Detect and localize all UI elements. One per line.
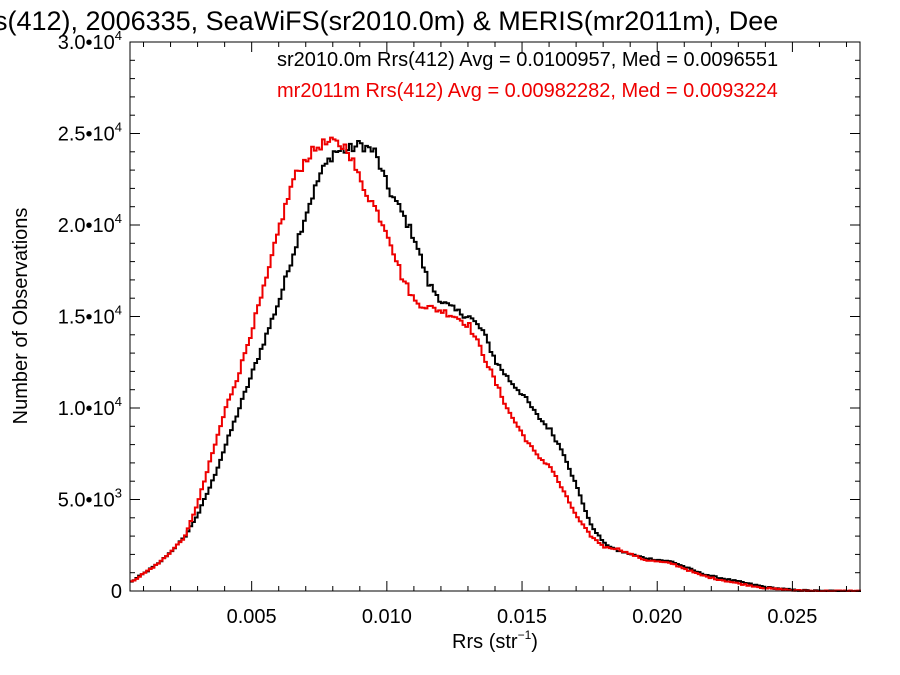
series-line-sr2010	[130, 140, 861, 592]
x-tick-label: 0.020	[632, 606, 682, 628]
legend-entry-mr2011: mr2011m Rrs(412) Avg = 0.00982282, Med =…	[277, 80, 778, 102]
y-tick-label: 2.0•104	[58, 211, 122, 237]
y-tick-label: 2.5•104	[58, 120, 122, 146]
y-axis: 0 5.0•103 1.0•104 1.5•104 2.0•104 2.5•104 3.0•…	[58, 28, 860, 603]
plot-lines	[130, 136, 861, 592]
x-axis: 0.005 0.010 0.015 0.020 0.025	[143, 42, 847, 628]
x-axis-label-text: Rrs (str	[452, 631, 518, 653]
x-tick-label: 0.010	[362, 606, 412, 628]
x-tick-label: 0.025	[767, 606, 817, 628]
y-tick-label: 1.0•104	[58, 394, 122, 420]
series-line-mr2011	[130, 136, 861, 592]
x-axis-label-close: )	[531, 631, 538, 653]
legend-entry-sr2010: sr2010.0m Rrs(412) Avg = 0.0100957, Med …	[277, 49, 778, 71]
x-tick-label: 0.005	[227, 606, 277, 628]
y-tick-label: 1.5•104	[58, 303, 122, 329]
y-tick-label: 3.0•104	[58, 28, 122, 54]
y-tick-label: 0	[111, 581, 122, 603]
x-axis-label: Rrs (str−1)	[452, 628, 538, 653]
x-axis-label-superscript: −1	[518, 628, 532, 642]
y-tick-label: 5.0•103	[58, 486, 122, 512]
chart-title: s(412), 2006335, SeaWiFS(sr2010.0m) & ME…	[0, 6, 778, 36]
y-axis-label: Number of Observations	[10, 208, 32, 425]
x-tick-label: 0.015	[497, 606, 547, 628]
plot-frame	[129, 41, 861, 592]
